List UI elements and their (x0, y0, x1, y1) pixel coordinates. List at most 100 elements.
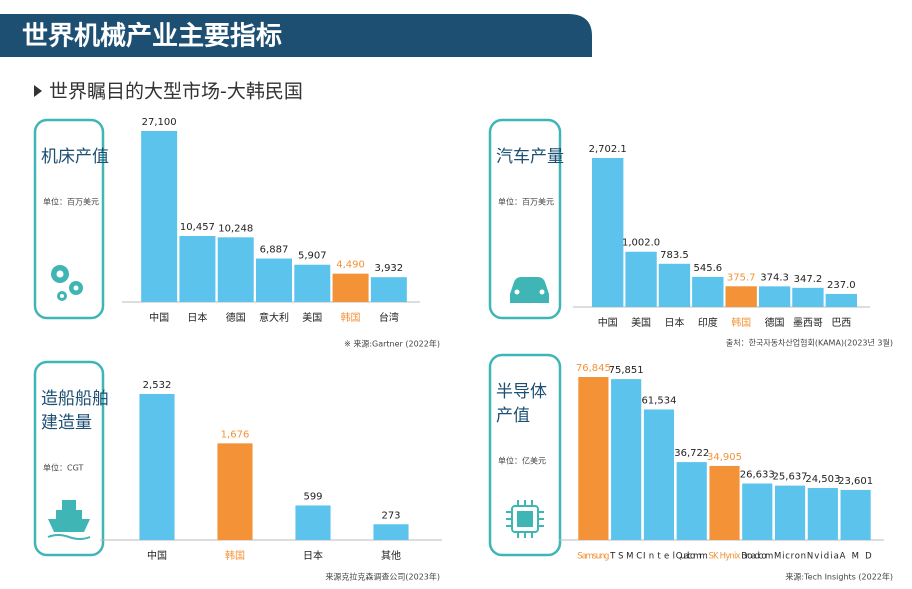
bullet (34, 85, 42, 97)
category-label: 韩国 (731, 316, 751, 329)
category-label: 巴西 (831, 317, 851, 329)
bar (373, 524, 409, 540)
icon-ship (47, 500, 91, 540)
value-label: 1,676 (221, 429, 250, 440)
value-label: 347.2 (794, 274, 823, 285)
category-label: 印度 (698, 316, 718, 329)
panel-title: 机床产值 (41, 147, 109, 167)
page-title: 世界机械产业主要指标 (22, 22, 282, 52)
category-label: 中国 (149, 311, 169, 324)
category-label: 意大利 (259, 311, 289, 324)
bar (692, 276, 724, 307)
bar (725, 286, 757, 307)
unit-label: 单位：百万美元 (498, 197, 554, 207)
category-label: 中国 (147, 549, 167, 562)
bar (840, 489, 871, 540)
value-label: 61,534 (641, 395, 676, 406)
panel-title: 半导体 (496, 382, 547, 402)
category-label: 台湾 (379, 311, 399, 324)
category-label: 美国 (631, 316, 651, 329)
bar (792, 287, 824, 307)
category-label: 日本 (187, 311, 207, 324)
category-label: 德国 (765, 316, 785, 329)
category-label: 德国 (226, 311, 246, 324)
bar (370, 277, 407, 302)
icon-panel (33, 360, 105, 557)
value-label: 10,248 (218, 223, 253, 234)
category-label: Samsung (577, 552, 609, 562)
value-label: 5,907 (298, 251, 327, 262)
icon-panel (488, 353, 562, 557)
category-label: 日本 (664, 316, 684, 329)
panel-title: 产值 (496, 406, 530, 426)
category-label: Qualcomm (676, 552, 708, 562)
panel-title: 造船船舶 (41, 389, 109, 409)
source-note: 출처：한국자동차산업협회(KAMA)(2023년 3월) (726, 338, 893, 348)
bar (217, 237, 254, 302)
icon-gears (51, 265, 83, 301)
bar (676, 462, 707, 540)
bar (774, 485, 806, 540)
source-note: 来源:Tech Insights (2022年) (785, 572, 893, 582)
bar (825, 293, 857, 307)
value-label: 1,002.0 (622, 238, 660, 249)
icon-chip (506, 500, 544, 538)
category-label: Nvidia (807, 552, 839, 562)
bar (294, 264, 331, 302)
bar (217, 443, 253, 540)
value-label: 599 (303, 491, 322, 502)
value-label: 27,100 (142, 117, 177, 128)
source-note: 来源克拉克森调查公司(2023年) (325, 572, 440, 582)
bar (658, 263, 691, 307)
icon-car (510, 277, 549, 303)
bar (709, 465, 740, 540)
subtitle: 世界瞩目的大型市场-大韩民国 (49, 81, 303, 103)
value-label: 2,702.1 (589, 144, 627, 155)
unit-label: 单位：CGT (43, 463, 83, 473)
value-label: 10,457 (180, 222, 215, 233)
value-label: 3,932 (375, 263, 404, 274)
category-label: 韩国 (341, 311, 361, 324)
category-label: 韩国 (225, 549, 245, 562)
category-label: AMD (840, 552, 872, 562)
category-label: 中国 (598, 316, 618, 329)
panel-title: 汽车产量 (496, 147, 564, 167)
header-bar (0, 14, 592, 57)
bar (179, 236, 216, 302)
category-label: 美国 (302, 311, 322, 324)
value-label: 25,637 (773, 472, 808, 483)
bar (758, 286, 791, 307)
value-label: 76,845 (576, 363, 611, 374)
icon-panel (33, 118, 105, 320)
value-label: 545.6 (693, 263, 722, 274)
value-label: 2,532 (143, 380, 172, 391)
unit-label: 单位：亿美元 (498, 456, 546, 466)
value-label: 34,905 (707, 452, 742, 463)
category-label: TSMC (609, 552, 642, 562)
bar (139, 394, 175, 540)
bar (332, 273, 369, 302)
value-label: 24,503 (805, 474, 840, 485)
bar (256, 258, 292, 302)
value-label: 6,887 (260, 245, 289, 256)
value-label: 75,851 (609, 365, 644, 376)
value-label: 237.0 (827, 280, 856, 291)
category-label: 日本 (303, 549, 323, 562)
value-label: 36,722 (674, 448, 709, 459)
category-label: Intel (643, 552, 675, 562)
bar (592, 158, 624, 307)
bar (807, 488, 838, 540)
bar (742, 483, 773, 540)
category-label: 墨西哥 (793, 317, 823, 329)
bar (643, 409, 675, 540)
bar (611, 379, 642, 540)
category-label: SK Hynix (709, 552, 741, 562)
value-label: 374.3 (760, 272, 789, 283)
panel-title: 建造量 (41, 413, 92, 433)
bar (578, 377, 609, 540)
icon-panel (488, 118, 562, 320)
bar (295, 505, 331, 540)
unit-label: 单位：百万美元 (43, 197, 99, 207)
category-label: Broadcom (741, 552, 773, 562)
